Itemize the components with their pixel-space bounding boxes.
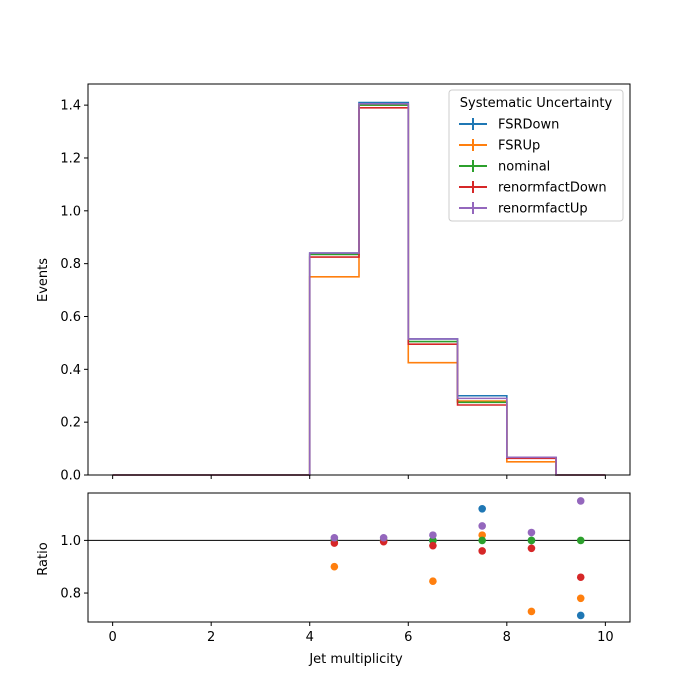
- main-y-tick-label: 0.6: [60, 310, 81, 325]
- ratio-point-renormfactUp: [478, 522, 486, 530]
- ratio-point-renormfactUp: [379, 533, 388, 542]
- legend-title: Systematic Uncertainty: [460, 96, 613, 111]
- ratio-point-renormfactUp: [576, 497, 585, 505]
- main-plot-frame: [87, 83, 631, 476]
- legend-label: renormfactDown: [498, 181, 607, 196]
- legend-box: [448, 89, 624, 222]
- main-y-tick-label: 1.0: [60, 204, 81, 219]
- ratio-point-FSRUp: [330, 562, 339, 571]
- ratio-point-FSRDown: [576, 611, 585, 620]
- ratio-point-nominal: [527, 536, 536, 545]
- main-y-tick-label: 0.0: [60, 469, 81, 484]
- ratio-y-ticks: 0.8 1.0: [60, 534, 88, 602]
- main-y-tick-label: 1.2: [60, 151, 81, 166]
- main-y-tick-label: 0.4: [60, 363, 81, 378]
- ratio-point-FSRUp: [429, 577, 437, 585]
- ratio-x-tick-label: 6: [404, 630, 412, 645]
- main-y-tick-label: 0.8: [60, 257, 81, 272]
- ratio-points: [330, 497, 585, 620]
- ratio-y-tick-label: 0.8: [60, 587, 81, 602]
- ratio-x-tick-label: 0: [108, 630, 116, 645]
- ratio-x-tick-label: 2: [207, 630, 215, 645]
- ratio-y-axis-label: Ratio: [36, 542, 51, 575]
- ratio-x-tick-label: 10: [597, 630, 614, 645]
- legend-label: FSRDown: [498, 118, 559, 133]
- ratio-panel: 0 2 4 6 8 10 0.8 1.0 Ratio Jet multiplicity: [36, 492, 631, 667]
- ratio-point-renormfactDown: [330, 539, 339, 547]
- ratio-point-FSRDown: [478, 504, 486, 513]
- ratio-point-renormfactUp: [429, 531, 437, 539]
- ratio-x-tick-label: 8: [503, 630, 511, 645]
- ratio-point-nominal: [478, 536, 486, 545]
- ratio-point-FSRUp: [527, 607, 536, 616]
- ratio-plot-area: [88, 493, 630, 622]
- ratio-point-nominal: [576, 536, 585, 545]
- ratio-x-ticks: 0 2 4 6 8 10: [108, 622, 614, 645]
- legend-item-FSRUp: FSRUp: [459, 139, 540, 154]
- ratio-point-FSRUp: [478, 531, 486, 539]
- ratio-y-tick-label: 1.0: [60, 534, 81, 549]
- legend-item-renormfactUp: renormfactUp: [459, 202, 588, 217]
- legend-item-nominal: nominal: [459, 160, 550, 175]
- ratio-x-tick-label: 4: [306, 630, 314, 645]
- ratio-point-renormfactDown: [429, 541, 437, 550]
- ratio-point-renormfactUp: [330, 533, 339, 542]
- ratio-point-renormfactDown: [478, 547, 486, 555]
- ratio-plot-frame: [87, 492, 631, 623]
- main-x-ticks: [112, 475, 606, 479]
- ratio-point-renormfactUp: [527, 528, 536, 537]
- legend: Systematic Uncertainty FSRDown FSRUp nomin…: [448, 89, 624, 222]
- legend-item-FSRDown: FSRDown: [459, 118, 559, 133]
- main-y-axis-label: Events: [36, 258, 51, 302]
- ratio-point-FSRUp: [576, 594, 585, 603]
- main-y-tick-label: 0.2: [60, 416, 81, 431]
- main-y-ticks: 0.0 0.2 0.4 0.6 0.8 1.0 1.2 1.4: [60, 99, 88, 484]
- ratio-point-renormfactDown: [576, 573, 585, 582]
- main-y-tick-label: 1.4: [60, 99, 81, 114]
- legend-label: FSRUp: [498, 139, 540, 154]
- legend-label: nominal: [498, 160, 550, 175]
- legend-label: renormfactUp: [498, 202, 588, 217]
- legend-items: FSRDown FSRUp nominal renormfactDown renormf…: [459, 118, 607, 217]
- ratio-point-nominal: [429, 536, 437, 545]
- legend-item-renormfactDown: renormfactDown: [459, 181, 607, 196]
- x-axis-label: Jet multiplicity: [308, 652, 403, 667]
- ratio-point-renormfactDown: [527, 544, 536, 553]
